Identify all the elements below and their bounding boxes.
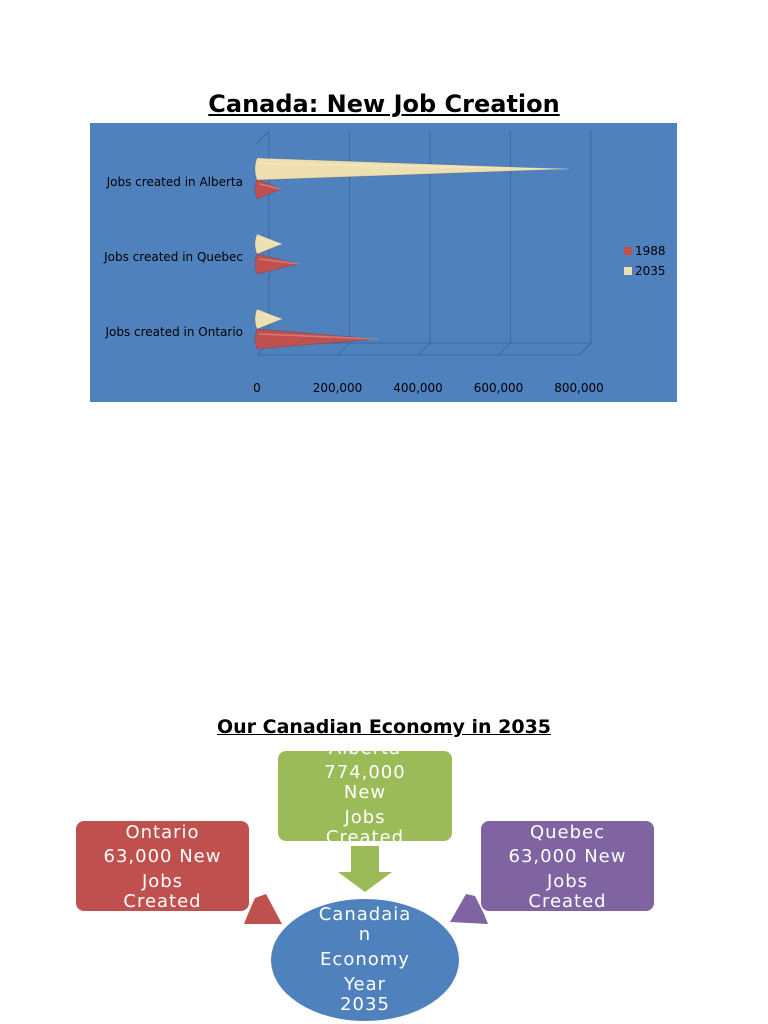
quebec-line-2: 63,000 New	[508, 846, 627, 867]
legend-swatch	[624, 267, 632, 275]
chart-title: Canada: New Job Creation	[208, 90, 560, 118]
cone-bar	[254, 328, 378, 350]
y-tick-label: Jobs created in Ontario	[104, 325, 243, 339]
cone-highlight	[258, 183, 282, 190]
quebec-line-3: Jobs	[546, 871, 589, 892]
legend-label: 2035	[635, 264, 666, 278]
ontario-line-1: Ontario	[125, 822, 200, 843]
ontario-line-4: Created	[123, 891, 202, 912]
x-tick-label: 200,000	[313, 381, 363, 395]
gridline-floor	[337, 342, 350, 356]
diagram-title: Our Canadian Economy in 2035	[216, 716, 552, 738]
cone-highlight	[258, 238, 283, 245]
x-tick-label: 800,000	[554, 381, 604, 395]
ontario-line-2: 63,000 New	[103, 846, 222, 867]
arrow-down-icon	[338, 846, 392, 892]
y-tick-label: Jobs created in Alberta	[106, 175, 243, 189]
quebec-line-4: Created	[528, 891, 607, 912]
center-line-4: Year	[343, 974, 387, 995]
arrow-ontario-icon	[244, 894, 282, 924]
alberta-line-1: Alberta	[278, 751, 452, 759]
cone-bar	[254, 233, 284, 255]
arrow-quebec-icon	[450, 894, 488, 924]
center-line-1: Canadaia	[318, 904, 412, 925]
alberta-line-3: New	[343, 782, 387, 803]
cone-highlight	[258, 313, 283, 320]
cone-bar	[254, 157, 569, 181]
ontario-line-3: Jobs	[141, 871, 184, 892]
legend-label: 1988	[635, 244, 666, 258]
x-tick-label: 600,000	[474, 381, 524, 395]
gridline-floor	[578, 342, 592, 356]
center-line-5: 2035	[340, 994, 390, 1015]
y-tick-label: Jobs created in Quebec	[103, 250, 243, 264]
ontario-box: Ontario 63,000 New Jobs Created	[76, 821, 249, 911]
alberta-line-4: Jobs	[344, 807, 386, 828]
alberta-line-2: 774,000	[324, 762, 406, 783]
alberta-box: Alberta 774,000 New Jobs Created	[278, 751, 452, 841]
job-creation-chart: 0 200,000 400,000 600,000 800,000 Jobs create…	[103, 129, 666, 395]
x-tick-label: 400,000	[393, 381, 443, 395]
quebec-line-1: Quebec	[529, 822, 606, 843]
center-line-2: n	[358, 924, 372, 945]
cone-bar	[254, 308, 284, 330]
cone-highlight	[258, 333, 378, 340]
cone-bar	[254, 178, 283, 200]
center-circle: Canadaia n Economy Year 2035	[271, 899, 459, 1021]
cone-highlight	[258, 162, 569, 170]
gridline-floor	[417, 342, 431, 356]
legend-swatch	[624, 247, 632, 255]
left-wall	[256, 129, 270, 356]
center-line-3: Economy	[320, 949, 410, 970]
alberta-line-5: Created	[325, 827, 405, 842]
cone-bar	[254, 253, 300, 275]
gridline-floor	[498, 342, 511, 356]
x-tick-label: 0	[253, 381, 261, 395]
quebec-box: Quebec 63,000 New Jobs Created	[481, 821, 654, 911]
chart-area: 0 200,000 400,000 600,000 800,000 Jobs create…	[90, 123, 677, 402]
cone-highlight	[258, 258, 300, 265]
